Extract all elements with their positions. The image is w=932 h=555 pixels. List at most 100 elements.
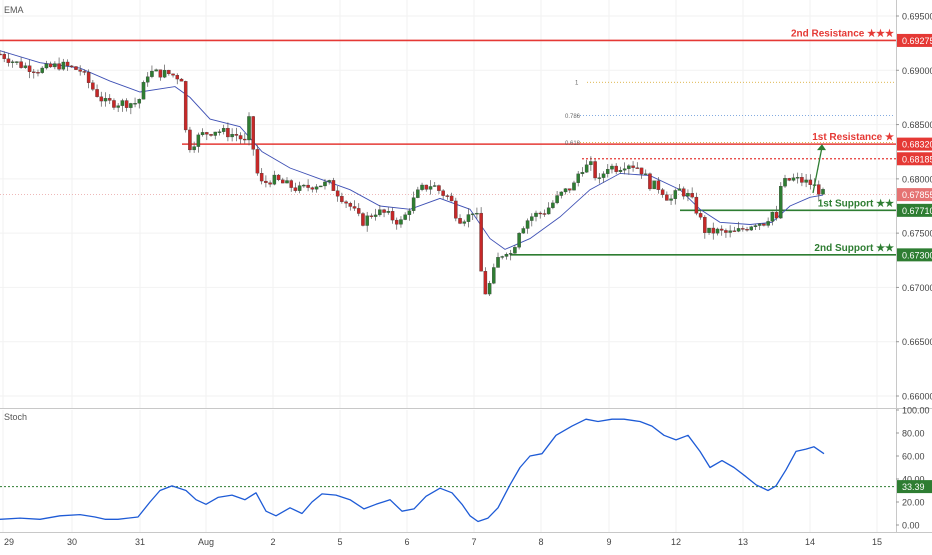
candle-up [804, 179, 808, 183]
time-tick-label: 9 [606, 537, 611, 547]
candle-down [614, 165, 618, 172]
time-tick-label: 30 [67, 537, 77, 547]
candle-down [694, 196, 699, 214]
candle-up [601, 173, 606, 178]
price-tick-label: 0.67000 [902, 283, 932, 293]
candle-down [0, 53, 2, 56]
candle-up [530, 216, 534, 221]
overlay-layer [812, 144, 826, 194]
candle-up [297, 185, 302, 191]
candle-down [255, 149, 260, 174]
candle-down [369, 215, 374, 217]
candle-up [10, 61, 15, 63]
candle-down [32, 71, 36, 73]
candle-up [386, 211, 391, 213]
candle-down [95, 89, 99, 97]
candle-up [319, 185, 323, 188]
candle-up [314, 186, 319, 190]
level-name-label: 2nd Support ★★ [814, 243, 894, 254]
candle-up [534, 212, 538, 217]
candle-down [306, 184, 310, 188]
candle-down [259, 173, 264, 182]
price-level-badge [897, 152, 932, 166]
stoch-level-badge-label: 33.39 [902, 482, 925, 492]
candle-down [344, 201, 348, 204]
price-tick-label: 0.68500 [902, 120, 932, 130]
price-level-badge-label: 0.69275 [902, 36, 932, 46]
candle-up [420, 184, 424, 190]
candle-up [399, 219, 403, 225]
candle-down [57, 63, 61, 70]
projection-arrow-head [817, 144, 826, 151]
candle-down [711, 227, 716, 234]
candle-down [348, 203, 353, 207]
candle-down [183, 81, 188, 131]
stoch-tick-label: 60.00 [902, 452, 925, 462]
candle-down [264, 180, 268, 183]
fib-level-label: 0.618 [565, 141, 581, 147]
candle-up [559, 191, 564, 196]
candle-up [120, 100, 125, 106]
candle-up [736, 228, 741, 232]
candle-up [200, 132, 205, 136]
candle-up [795, 177, 800, 179]
candle-up [213, 131, 217, 136]
candle-up [669, 198, 673, 201]
candle-down [787, 178, 791, 181]
candle-layer [0, 50, 825, 297]
candle-down [91, 82, 95, 90]
candle-down [99, 96, 104, 102]
time-tick-label: 8 [538, 537, 543, 547]
candle-up [23, 65, 28, 68]
price-tick-label: 0.69500 [902, 12, 932, 22]
candle-up [618, 169, 623, 172]
candle-up [133, 103, 137, 105]
candle-up [365, 215, 369, 226]
time-tick-label: 15 [872, 537, 882, 547]
candle-up [525, 220, 530, 229]
stoch-tick-label: 0.00 [902, 521, 920, 531]
time-tick-label: 12 [671, 537, 681, 547]
candle-up [517, 232, 521, 248]
candle-up [407, 210, 412, 215]
candle-down [390, 211, 395, 221]
stoch-tick-label: 40.00 [902, 475, 925, 485]
price-level-badge [897, 188, 932, 202]
price-level-badge-label: 0.67710 [902, 206, 932, 216]
price-tick-label: 0.66500 [902, 337, 932, 347]
candle-down [538, 212, 542, 215]
candle-down [441, 190, 445, 196]
candle-up [428, 186, 433, 190]
candle-down [631, 165, 635, 168]
candle-up [162, 69, 167, 78]
candle-up [403, 214, 407, 220]
candle-down [593, 161, 597, 179]
candle-up [221, 128, 226, 132]
candle-down [171, 73, 175, 76]
candle-up [247, 116, 251, 141]
time-tick-label: 7 [471, 537, 476, 547]
price-level-badge-label: 0.67300 [902, 250, 932, 260]
candle-down [27, 65, 32, 72]
candle-down [124, 100, 129, 108]
candle-down [175, 75, 180, 80]
candle-down [660, 189, 665, 195]
candle-up [475, 212, 479, 215]
candle-down [293, 187, 298, 191]
candle-down [243, 138, 247, 141]
price-tick-label: 0.66000 [902, 392, 932, 402]
candle-down [656, 180, 661, 190]
candle-down [542, 213, 547, 215]
level-name-label: 1st Resistance ★ [812, 132, 894, 143]
level-name-label: 2nd Resistance ★★★ [791, 28, 894, 39]
candle-up [40, 67, 44, 73]
candle-down [276, 174, 281, 181]
candle-down [817, 184, 821, 195]
candle-up [137, 99, 142, 104]
candle-up [749, 226, 754, 231]
candle-down [479, 212, 483, 272]
candle-up [378, 209, 382, 216]
levels-layer: 2nd Resistance ★★★ 1st Resistance ★ 1st Su… [0, 28, 896, 256]
candle-up [728, 230, 732, 233]
